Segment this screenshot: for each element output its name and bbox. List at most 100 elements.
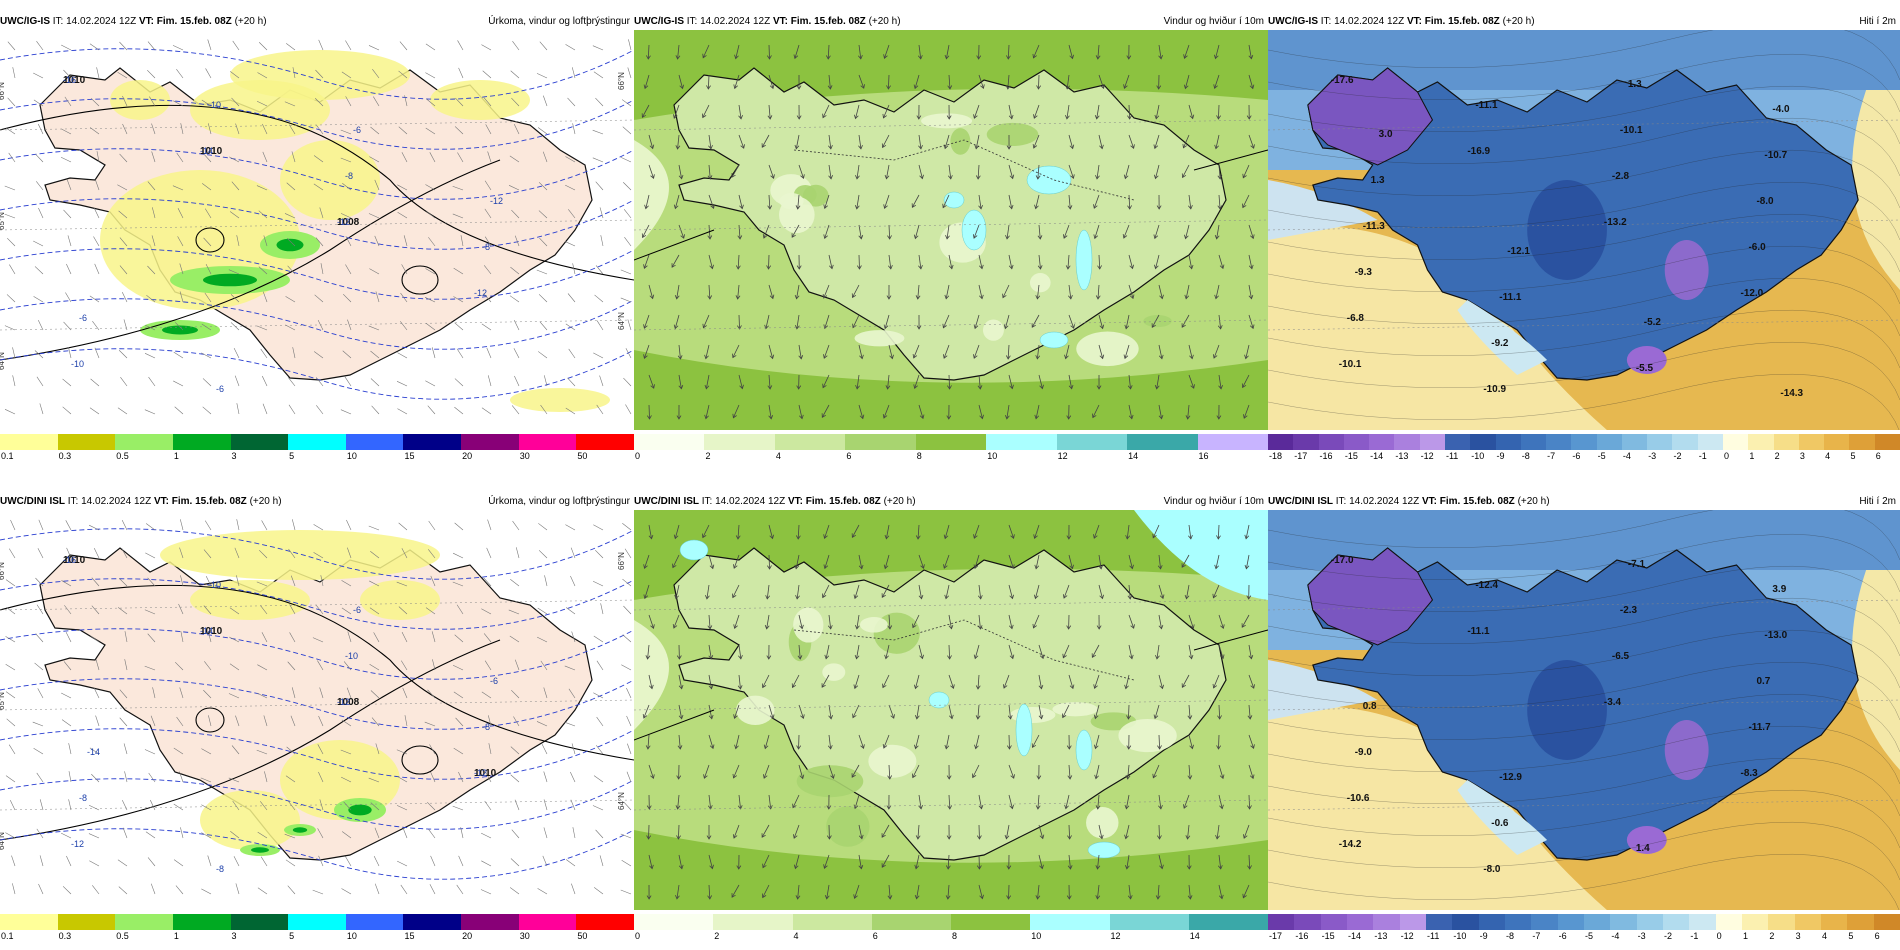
wind-barb <box>539 237 548 247</box>
wind-arrow-head <box>824 894 830 900</box>
wind-barb <box>89 860 100 867</box>
wind-arrow-head <box>1159 864 1164 870</box>
wind-arrow <box>858 824 863 839</box>
wind-barb <box>509 295 520 303</box>
wind-barb <box>428 828 436 839</box>
wind-arrow-head <box>853 684 859 690</box>
wind-arrow-head <box>823 324 829 330</box>
colorbar-segment <box>1188 914 1268 930</box>
isobar-label: 1010 <box>200 626 223 637</box>
wind-barb <box>285 296 296 303</box>
wind-arrow-head <box>823 534 828 539</box>
wind-barb <box>230 831 240 839</box>
wind-arrow <box>1068 164 1074 179</box>
wind-arrow-head <box>1034 564 1040 570</box>
wind-barb <box>286 182 296 191</box>
wind-barb <box>432 659 436 671</box>
forecast-map[interactable]: -17.0 -11.1 -3.4 -8.3 -14.2 -12.4 -6.5 -11.7 -10… <box>1268 510 1900 910</box>
colorbar-segment <box>774 434 846 450</box>
graticule-line <box>1268 799 1900 811</box>
wind-arrow-head <box>677 355 683 360</box>
wind-barb <box>487 151 492 163</box>
wind-barb <box>7 41 16 51</box>
wind-arrow <box>1098 344 1104 359</box>
wind-barb <box>456 884 464 895</box>
wind-arrow-head <box>678 714 684 720</box>
wind-arrow <box>678 344 681 359</box>
wind-arrow-head <box>732 353 737 359</box>
wind-barb <box>623 209 632 219</box>
wind-arrow-head <box>1248 294 1254 300</box>
model-name: UWC/DINI ISL <box>1268 496 1333 507</box>
colorbar-label: 10 <box>346 451 357 461</box>
wind-arrow-head <box>1158 414 1164 420</box>
wind-barb <box>205 68 212 79</box>
wind-barb <box>427 405 436 415</box>
wind-arrow-head <box>737 325 742 330</box>
wind-barb <box>424 721 436 727</box>
wind-arrow <box>888 344 893 359</box>
wind-barb <box>624 548 632 559</box>
wind-barb <box>315 377 324 387</box>
wind-arrow <box>978 374 981 389</box>
wind-arrow <box>674 314 680 329</box>
colorbar-segment <box>345 914 404 930</box>
wind-barb <box>67 235 72 247</box>
wind-barb <box>621 664 632 671</box>
wind-barb <box>488 743 492 755</box>
wind-barb <box>256 101 268 107</box>
wind-arrow-head <box>822 593 827 599</box>
wind-arrow <box>916 884 920 899</box>
wind-arrow <box>918 254 922 269</box>
wind-barb <box>567 377 576 387</box>
forecast-map[interactable] <box>634 510 1268 910</box>
wind-arrow-head <box>737 235 743 240</box>
colorbar-labels: -17 -16 -15 -14 -13 -12 -11 -10 -9 -8 -7 -6 -5 -4 -3 -2… <box>1268 931 1900 943</box>
wind-barb <box>201 352 212 359</box>
wind-barb <box>537 888 548 895</box>
wind-arrow <box>948 164 952 179</box>
wind-arrow <box>828 734 832 749</box>
wind-barb <box>6 718 16 727</box>
wind-arrow-head <box>1215 835 1220 840</box>
colorbar-segment <box>1056 434 1128 450</box>
wind-barb <box>145 552 156 559</box>
wind-barbs <box>4 39 632 415</box>
forecast-map[interactable]: -17.6 -16.9 -13.2 -12.0 -10.1 -11.1 -2.8 -6.0 -6… <box>1268 30 1900 430</box>
wind-arrow-head <box>1005 85 1011 90</box>
wind-arrow <box>1008 644 1014 659</box>
wind-arrow <box>798 644 801 659</box>
wind-barb <box>117 407 128 415</box>
temperature-value-label: -12.1 <box>1507 246 1530 257</box>
wind-arrow <box>1154 134 1160 149</box>
forecast-map[interactable]: 1010 1010 1008 1010 -16 -14 -12 -12 -12 -10 -10 -8-… <box>0 510 634 910</box>
wind-barb <box>177 236 184 247</box>
wind-barb <box>483 633 492 643</box>
wind-arrow <box>1068 194 1071 209</box>
colorbar-label: 10 <box>987 451 998 461</box>
wind-arrow <box>708 164 711 179</box>
wind-arrow <box>888 224 891 240</box>
wind-arrow <box>1242 884 1250 898</box>
wind-barb <box>369 268 380 275</box>
wind-arrow <box>945 734 950 749</box>
temperature-contour-label: -6 <box>79 313 87 323</box>
wind-barb <box>4 325 16 331</box>
wind-barb <box>236 235 240 247</box>
forecast-map[interactable] <box>634 30 1268 430</box>
wind-arrow <box>1068 824 1071 840</box>
lead-time: (+20 h) <box>1502 16 1535 27</box>
forecast-map[interactable]: 1010 1010 1008 -16 -14 -12 -12 -10 -10 -8 -8 -6 -6 -6… <box>0 30 634 430</box>
wind-barb <box>261 520 268 531</box>
wind-arrow-head <box>1006 895 1012 900</box>
wind-arrow-head <box>887 235 892 240</box>
wind-barb <box>148 376 156 387</box>
wind-barb <box>510 579 520 587</box>
wind-arrow-head <box>1095 175 1100 180</box>
wind-arrow-head <box>978 804 984 810</box>
wind-arrow-head <box>709 864 714 870</box>
wind-barb <box>4 409 16 415</box>
precip-light <box>110 80 170 120</box>
wind-barb <box>514 235 520 247</box>
wind-barb <box>425 184 436 191</box>
